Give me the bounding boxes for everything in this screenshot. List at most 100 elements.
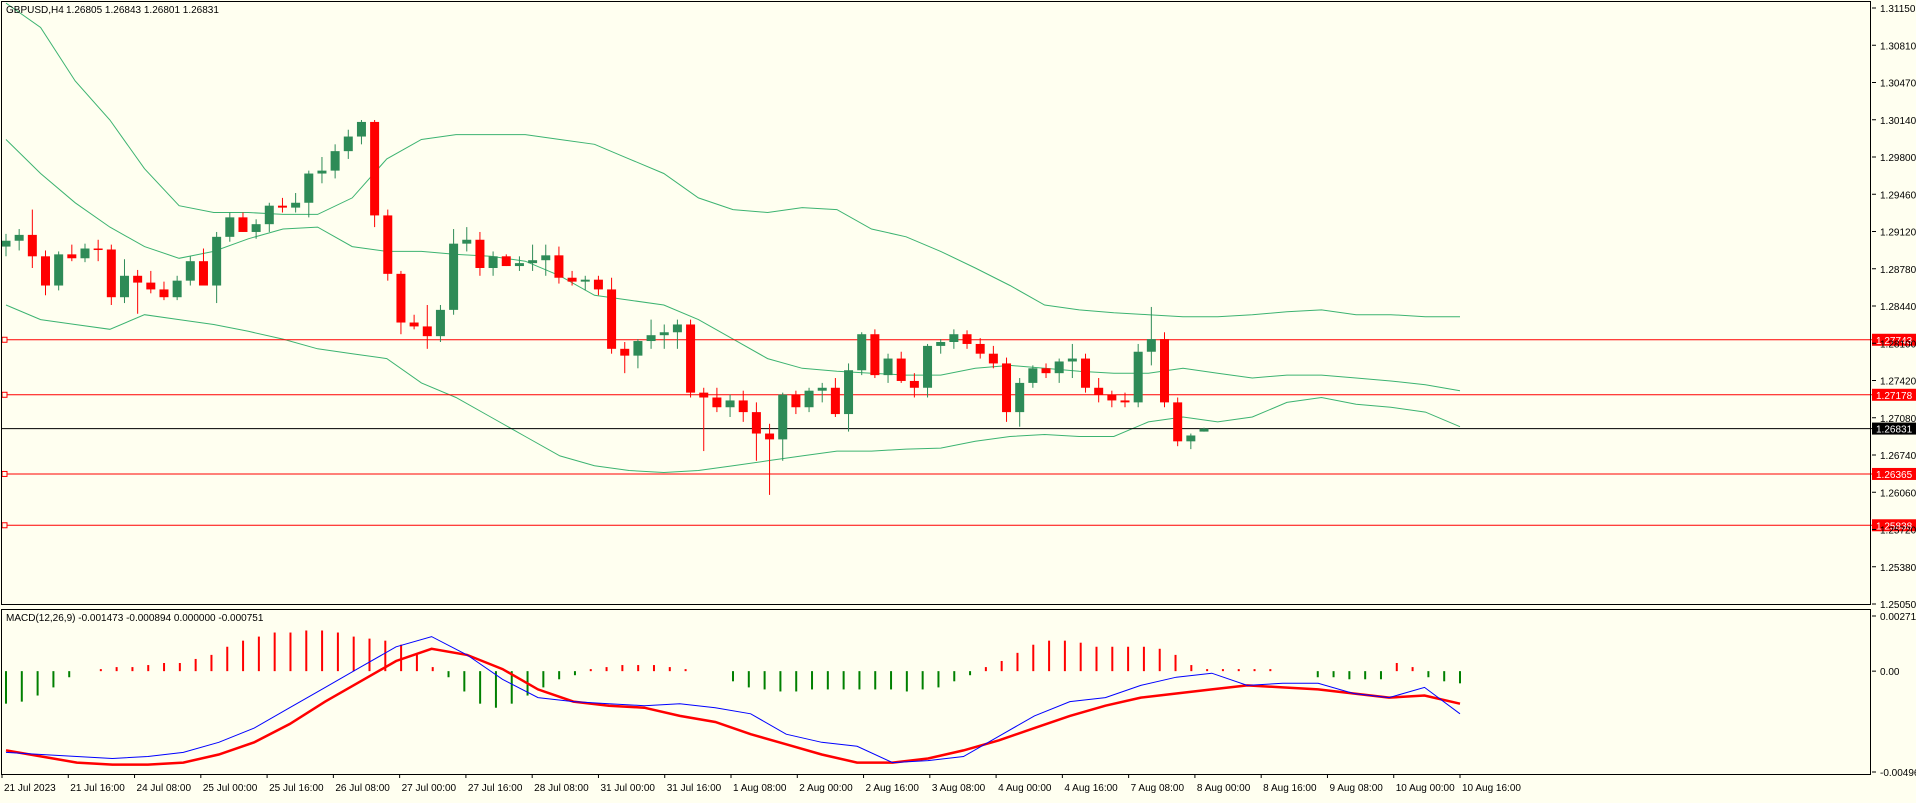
price-tick-label: 1.30810: [1880, 41, 1916, 52]
candle: [1094, 378, 1104, 403]
candle-body: [54, 254, 64, 286]
candle-body: [1133, 351, 1143, 403]
candle-body: [449, 243, 459, 310]
candle-body: [383, 215, 393, 274]
macd-tick-label: 0.00: [1880, 667, 1900, 678]
candle: [830, 378, 840, 417]
candle: [212, 231, 222, 304]
candle: [343, 129, 353, 159]
time-tick-label: 2 Aug 16:00: [866, 783, 920, 794]
candle: [988, 345, 998, 369]
price-axis[interactable]: 1.31150 1.30810 1.30470 1.30140 1.29800 1.294…: [1872, 4, 1916, 611]
macd-panel-border: [1, 609, 1871, 775]
candle-body: [1160, 339, 1170, 403]
time-tick-label: 8 Aug 00:00: [1197, 783, 1251, 794]
candle: [896, 351, 906, 383]
macd-tick-label: 0.002713: [1880, 612, 1916, 623]
candle: [738, 390, 748, 422]
candle-body: [1173, 402, 1183, 442]
candle: [422, 305, 432, 349]
candle: [607, 277, 617, 354]
candle: [1199, 427, 1209, 432]
candle: [501, 254, 511, 267]
candle: [646, 319, 656, 349]
candle-body: [988, 353, 998, 364]
price-tick-label: 1.26060: [1880, 488, 1916, 499]
candle: [396, 270, 406, 335]
candle-body: [225, 217, 235, 237]
candle-body: [909, 380, 919, 388]
macd-signal-line: [5, 647, 1461, 766]
candle-body: [80, 248, 90, 259]
candle-body: [106, 249, 116, 298]
candle-body: [870, 334, 880, 376]
candle: [804, 387, 814, 413]
candle-body: [567, 277, 577, 282]
time-tick-label: 2 Aug 00:00: [799, 783, 853, 794]
bb-lower-line: [5, 304, 1461, 474]
candle-body: [159, 289, 169, 298]
candle-body: [1199, 428, 1209, 432]
candle-body: [712, 397, 722, 408]
candle: [725, 394, 735, 417]
bb-upper-line: [5, 2, 1460, 318]
candle-body: [962, 334, 972, 344]
candle: [1173, 397, 1183, 447]
candle-body: [949, 334, 959, 343]
price-tick-label: 1.29800: [1880, 153, 1916, 164]
candle-body: [212, 236, 222, 286]
candle-body: [146, 282, 156, 290]
level-price-label: 1.26365: [1876, 470, 1913, 481]
candle: [159, 281, 169, 301]
time-tick-label: 9 Aug 08:00: [1329, 783, 1383, 794]
candle: [857, 332, 867, 376]
time-tick-label: 31 Jul 16:00: [667, 783, 722, 794]
price-tick-label: 1.27080: [1880, 414, 1916, 425]
candle: [449, 229, 459, 315]
candle-body: [738, 400, 748, 413]
candle-body: [844, 370, 854, 415]
candle: [409, 314, 419, 330]
candle-body: [119, 275, 129, 298]
price-tick-label: 1.31150: [1880, 4, 1916, 15]
candle-body: [396, 273, 406, 323]
candle-body: [936, 342, 946, 346]
candle-body: [593, 279, 603, 290]
candle-body: [751, 412, 761, 434]
candle: [356, 119, 366, 145]
candle: [1081, 353, 1091, 393]
candle-body: [883, 358, 893, 376]
candle-body: [1054, 361, 1064, 374]
candle: [67, 244, 77, 262]
candle-body: [356, 121, 366, 137]
time-tick-label: 27 Jul 16:00: [468, 783, 523, 794]
level-price-label: 1.27178: [1876, 391, 1913, 402]
candle: [185, 256, 195, 286]
candle-body: [699, 392, 709, 398]
current-price-label: 1.26831: [1876, 425, 1913, 436]
candle: [475, 231, 485, 276]
price-tick-label: 1.27420: [1880, 377, 1916, 388]
candle: [554, 246, 564, 284]
price-tick-label: 1.30470: [1880, 79, 1916, 90]
time-axis[interactable]: 21 Jul 2023 21 Jul 16:00 24 Jul 08:00 25 Ju…: [1, 774, 1521, 794]
candle-body: [317, 170, 327, 174]
candle: [936, 339, 946, 354]
ohlc-readout: 1.26805 1.26843 1.26801 1.26831: [66, 5, 219, 16]
candle-body: [830, 387, 840, 415]
time-tick-label: 8 Aug 16:00: [1263, 783, 1317, 794]
candle-body: [501, 256, 511, 267]
candle: [817, 382, 827, 403]
macd-label: MACD(12,26,9) -0.001473 -0.000894 0.0000…: [6, 613, 264, 624]
candle-body: [1094, 387, 1104, 395]
candle-body: [1186, 435, 1196, 442]
candle-body: [264, 205, 274, 225]
level-handle: [1, 522, 8, 529]
candle: [1120, 392, 1130, 408]
candle-body: [975, 343, 985, 354]
macd-axis[interactable]: 0.002713 0.00 -0.004962: [1872, 612, 1916, 779]
candle: [383, 209, 393, 281]
candle-body: [67, 254, 77, 259]
